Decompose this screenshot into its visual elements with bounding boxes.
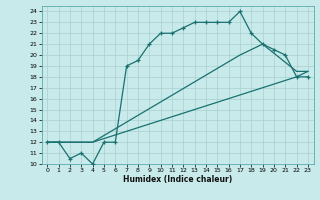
X-axis label: Humidex (Indice chaleur): Humidex (Indice chaleur) <box>123 175 232 184</box>
